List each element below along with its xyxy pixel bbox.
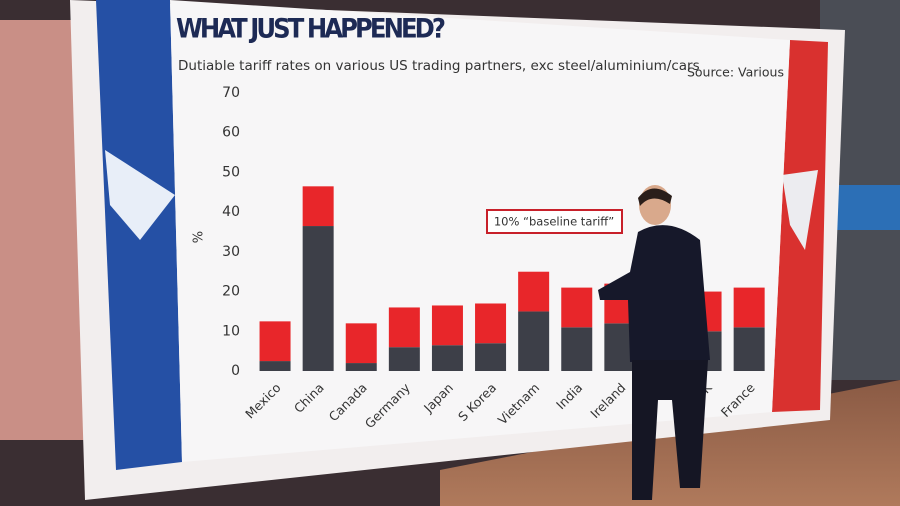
bar-segment: [561, 327, 593, 371]
annotation-box: [486, 209, 623, 234]
presenter-trousers: [632, 360, 708, 500]
bar-segment: [733, 327, 765, 371]
bar-segment: [518, 311, 550, 371]
presenter-jacket: [598, 225, 710, 362]
y-tick-label: 20: [222, 284, 240, 300]
bar-segment: [345, 363, 377, 371]
bar-segment: [302, 226, 334, 371]
y-tick-label: 40: [222, 204, 240, 220]
bar-segment: [733, 287, 765, 328]
chart-title: WHAT JUST HAPPENED?: [176, 14, 446, 45]
y-tick-label: 70: [222, 85, 240, 101]
star-decoration: [105, 150, 175, 240]
bar-segment: [561, 287, 593, 328]
y-tick-label: 10: [222, 323, 240, 339]
y-tick-label: 0: [231, 363, 240, 379]
right-light-panel: [836, 185, 900, 230]
chart-subtitle: Dutiable tariff rates on various US trad…: [178, 58, 700, 74]
bar-segment: [259, 321, 291, 362]
y-tick-label: 60: [222, 125, 240, 141]
bar-segment: [431, 345, 463, 371]
y-tick-label: 30: [222, 244, 240, 260]
bar-segment: [475, 303, 507, 344]
y-tick-label: 50: [222, 164, 240, 180]
bar-segment: [518, 271, 550, 312]
presenter: [598, 185, 710, 500]
annotation: 10% “baseline tariff”: [494, 215, 614, 229]
bar-segment: [475, 343, 507, 371]
y-axis-label: %: [192, 231, 207, 243]
bar-segment: [345, 323, 377, 364]
source-note: Source: Various: [687, 65, 784, 80]
bar-segment: [388, 347, 420, 371]
bar-segment: [388, 307, 420, 348]
presenter-hair: [638, 188, 672, 206]
bar-segment: [431, 305, 463, 346]
bar-segment: [259, 361, 291, 371]
bar-segment: [302, 186, 334, 227]
star-decoration: [782, 170, 818, 250]
